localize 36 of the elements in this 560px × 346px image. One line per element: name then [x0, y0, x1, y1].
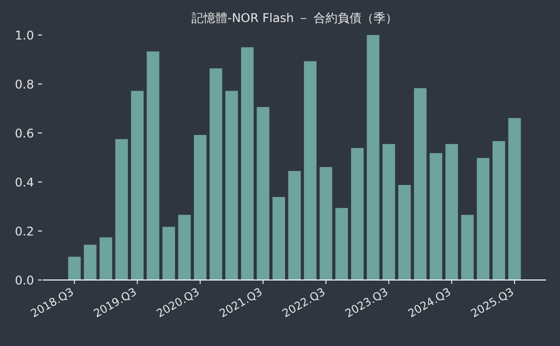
bar [100, 237, 112, 280]
bar [430, 153, 442, 280]
bar [476, 158, 490, 280]
bar [146, 51, 160, 280]
bar [398, 184, 411, 280]
bar [68, 256, 81, 280]
bar [84, 244, 96, 280]
bar [414, 88, 427, 280]
y-tick-label: 1.0 [14, 28, 34, 42]
bar [461, 214, 474, 280]
bar [162, 226, 176, 280]
y-tick-label: 0.6 [14, 126, 34, 140]
bar [320, 167, 332, 280]
bar [304, 61, 317, 280]
bar [335, 208, 348, 280]
bar [382, 144, 396, 280]
bar [194, 134, 206, 280]
y-tick-label: 0.2 [14, 224, 34, 238]
bar [131, 90, 144, 280]
bar [210, 68, 222, 280]
bar [241, 47, 254, 280]
bar [288, 170, 301, 280]
bar [272, 196, 286, 280]
bar [508, 118, 521, 280]
bar [445, 144, 458, 280]
bar [366, 35, 380, 280]
bar [178, 214, 191, 280]
bar [115, 139, 128, 280]
y-tick-label: 0.8 [14, 78, 34, 92]
bar [351, 148, 364, 280]
y-tick-label: 0.4 [14, 176, 34, 190]
bar [256, 107, 270, 280]
chart-title: 記憶體-NOR Flash － 合約負債（季） [192, 11, 398, 25]
bar [225, 90, 238, 280]
y-tick-label: 0.0 [14, 274, 34, 288]
bar [492, 141, 506, 280]
